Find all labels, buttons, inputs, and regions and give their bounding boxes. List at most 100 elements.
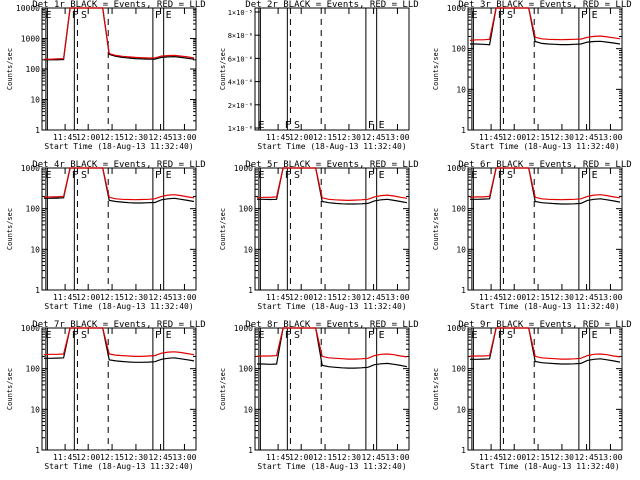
y-axis-label: Counts/sec <box>432 48 440 90</box>
time-marker-label: E <box>472 10 478 21</box>
time-marker-label: F <box>498 170 504 181</box>
series-line-lld <box>469 167 621 201</box>
x-axis-label: Start Time (18-Aug-13 11:32:40) <box>44 302 193 311</box>
y-tick-label: 8×10⁻⁶ <box>228 32 253 40</box>
panel-det-9: Det 9r BLACK = Events, RED = LLD 1 10 100 10… <box>432 320 632 471</box>
time-marker-label: F <box>285 170 291 181</box>
time-marker-label: F <box>285 120 291 131</box>
time-marker-label: E <box>472 170 478 181</box>
x-tick-label: 12:00 <box>289 293 313 302</box>
x-tick-label: 12:30 <box>550 133 574 142</box>
y-axis-label: Counts/sec <box>6 48 14 90</box>
y-tick-label: 100 <box>452 365 467 374</box>
time-marker-label: F <box>368 120 374 131</box>
time-marker-label: E <box>592 170 598 181</box>
y-axis-label: Counts/sec <box>219 48 227 90</box>
x-tick-label: 12:45 <box>149 453 173 462</box>
panel-title: Det 5r BLACK = Events, RED = LLD <box>245 160 418 170</box>
time-marker-label: E <box>379 170 385 181</box>
x-axis-label: Start Time (18-Aug-13 11:32:40) <box>470 462 619 471</box>
x-axis-label: Start Time (18-Aug-13 11:32:40) <box>257 302 406 311</box>
x-tick-label: 12:15 <box>313 453 337 462</box>
x-tick-label: 12:30 <box>124 293 148 302</box>
y-tick-label: 1000 <box>21 35 40 44</box>
plot-frame <box>254 7 410 131</box>
x-axis-label: Start Time (18-Aug-13 11:32:40) <box>44 142 193 151</box>
x-tick-label: 13:00 <box>172 453 196 462</box>
x-tick-label: 12:45 <box>362 293 386 302</box>
x-tick-label: 12:30 <box>337 293 361 302</box>
time-marker-label: S <box>294 120 300 131</box>
time-marker-label: E <box>379 330 385 341</box>
time-marker-label: F <box>368 170 374 181</box>
x-axis-label: Start Time (18-Aug-13 11:32:40) <box>470 302 619 311</box>
x-tick-label: 12:00 <box>76 293 100 302</box>
time-marker-label: F <box>581 10 587 21</box>
time-marker-label: S <box>81 330 87 341</box>
panel-title: Det 9r BLACK = Events, RED = LLD <box>458 320 631 330</box>
series-line-lld <box>43 167 195 201</box>
y-tick-label: 10 <box>243 405 253 414</box>
panel-det-3: Det 3r BLACK = Events, RED = LLD 1 10 100 10… <box>432 0 632 151</box>
series-line-lld <box>256 167 408 202</box>
panel-det-6: Det 6r BLACK = Events, RED = LLD 1 10 100 10… <box>432 160 632 311</box>
time-marker-label: E <box>46 330 52 341</box>
panel-det-5: Det 5r BLACK = Events, RED = LLD 1 10 100 10… <box>219 160 419 311</box>
y-axis-label: Counts/sec <box>432 208 440 250</box>
x-tick-label: 12:15 <box>100 293 124 302</box>
panel-det-8: Det 8r BLACK = Events, RED = LLD 1 10 100 10… <box>219 320 419 471</box>
time-marker-label: E <box>166 170 172 181</box>
y-tick-label: 1×10⁻⁶ <box>228 125 253 133</box>
time-marker-label: E <box>379 120 385 131</box>
panel-title: Det 7r BLACK = Events, RED = LLD <box>32 320 205 330</box>
y-tick-label: 4×10⁻⁶ <box>228 79 253 87</box>
y-tick-label: 100 <box>452 205 467 214</box>
x-tick-label: 13:00 <box>172 133 196 142</box>
time-marker-label: E <box>259 120 265 131</box>
time-marker-label: S <box>81 10 87 21</box>
panel-title: Det 4r BLACK = Events, RED = LLD <box>32 160 205 170</box>
time-marker-label: E <box>592 10 598 21</box>
x-tick-label: 12:00 <box>289 453 313 462</box>
x-axis-label: Start Time (18-Aug-13 11:32:40) <box>257 462 406 471</box>
plot-frame <box>467 167 623 291</box>
y-tick-label: 10 <box>30 96 40 105</box>
y-tick-label: 2×10⁻⁶ <box>228 102 253 110</box>
x-tick-label: 13:00 <box>385 293 409 302</box>
x-tick-label: 12:00 <box>502 293 526 302</box>
y-tick-label: 1000 <box>447 324 466 333</box>
x-tick-label: 11:45 <box>266 453 290 462</box>
x-tick-label: 13:00 <box>598 453 622 462</box>
time-marker-label: F <box>581 170 587 181</box>
y-tick-label: 1 <box>461 126 466 135</box>
y-axis-label: Counts/sec <box>6 368 14 410</box>
time-marker-label: E <box>592 330 598 341</box>
time-marker-label: E <box>259 170 265 181</box>
y-tick-label: 100 <box>26 65 41 74</box>
y-tick-label: 10 <box>456 405 466 414</box>
x-tick-label: 11:45 <box>53 453 77 462</box>
time-marker-label: F <box>72 10 78 21</box>
time-marker-label: F <box>155 330 161 341</box>
time-marker-label: S <box>294 330 300 341</box>
x-tick-label: 12:15 <box>526 133 550 142</box>
panel-det-7: Det 7r BLACK = Events, RED = LLD 1 10 100 10… <box>6 320 206 471</box>
y-axis-label: Counts/sec <box>432 368 440 410</box>
x-tick-label: 12:15 <box>313 293 337 302</box>
x-axis-label: Start Time (18-Aug-13 11:32:40) <box>257 142 406 151</box>
time-marker-label: F <box>498 330 504 341</box>
x-tick-label: 12:45 <box>362 453 386 462</box>
y-tick-label: 1000 <box>234 324 253 333</box>
x-tick-label: 11:45 <box>266 133 290 142</box>
series-line-lld <box>469 327 621 360</box>
plot-frame <box>41 327 197 451</box>
time-marker-label: F <box>581 330 587 341</box>
y-tick-label: 100 <box>26 205 41 214</box>
plot-frame <box>467 7 623 131</box>
time-marker-label: S <box>507 330 513 341</box>
time-marker-label: E <box>259 330 265 341</box>
x-tick-label: 11:45 <box>479 293 503 302</box>
y-tick-label: 1 <box>35 286 40 295</box>
